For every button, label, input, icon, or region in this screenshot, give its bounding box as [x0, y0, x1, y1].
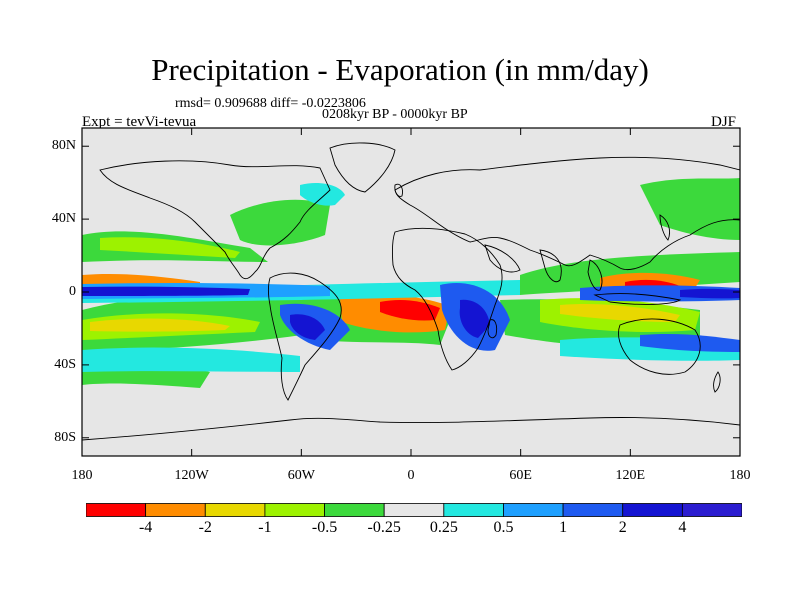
lon-tick-label: 180 — [71, 468, 93, 483]
colorbar-swatch — [383, 503, 445, 517]
colorbar-swatch — [443, 503, 504, 517]
field-region — [560, 304, 680, 322]
lon-tick-label: 120E — [615, 468, 646, 483]
colorbar-swatch — [86, 503, 147, 517]
colorbar-label: 0.5 — [493, 519, 514, 536]
field-region — [380, 300, 440, 321]
stats-label: rmsd= 0.909688 diff= -0.0223806 — [175, 96, 366, 111]
colorbar-swatch — [622, 503, 683, 517]
coastline-greenland — [329, 142, 396, 193]
colorbar-label: -0.5 — [311, 519, 338, 536]
colorbar-label: 0.25 — [429, 519, 458, 536]
coastline-eurasia — [394, 156, 740, 271]
field-region — [290, 314, 325, 340]
field-region — [640, 333, 740, 352]
colorbar-swatch — [324, 503, 385, 517]
lat-ticks — [82, 145, 740, 439]
lon-tick-label: 0 — [407, 468, 415, 483]
lat-tick-label: 0 — [69, 284, 76, 299]
lon-tick-label: 60W — [287, 468, 315, 483]
field-region — [82, 286, 250, 296]
lon-tick-label: 120W — [174, 468, 209, 483]
field-region — [459, 299, 490, 338]
colorbar-swatch — [681, 503, 742, 517]
colorbar-label: 1 — [559, 519, 568, 536]
coastline-north-america — [99, 160, 331, 280]
colorbar-label: 4 — [678, 519, 687, 536]
coastline-uk — [394, 183, 403, 197]
field-region — [680, 288, 740, 299]
period-label: 0208kyr BP - 0000kyr BP — [322, 107, 468, 122]
field-region — [300, 183, 345, 206]
field-region — [90, 318, 230, 332]
colorbar-label: -2 — [198, 519, 212, 536]
coastline-africa — [391, 227, 503, 371]
coastline-arabia — [484, 244, 521, 273]
coastline-madagascar — [487, 319, 498, 339]
coastline-india — [539, 249, 562, 283]
colorbar-swatch — [264, 503, 325, 517]
colorbar-swatch — [145, 503, 206, 517]
colorbar-label: 2 — [618, 519, 627, 536]
field-region — [640, 178, 740, 240]
map-title: Precipitation - Evaporation (in mm/day) — [151, 52, 649, 87]
coastline-new-zealand — [713, 371, 721, 393]
coastline-australia — [618, 318, 701, 375]
lat-tick-label: 40N — [51, 211, 76, 227]
field-region — [100, 237, 240, 258]
coastline-indonesia — [593, 293, 682, 305]
lon-ticks — [81, 128, 741, 456]
coastline-se-asia — [587, 259, 603, 291]
season-label: DJF — [711, 114, 737, 130]
lat-tick-label: 80S — [54, 429, 76, 445]
colorbar-swatch — [204, 503, 266, 517]
colorbar-label: -0.25 — [367, 519, 401, 536]
colorbar-swatch — [503, 503, 564, 517]
coastline-antarctica — [82, 417, 740, 441]
colorbar-swatch — [562, 503, 624, 517]
pe-field — [82, 178, 740, 388]
lon-tick-label: 180 — [729, 468, 751, 483]
lon-tick-label: 60E — [509, 468, 532, 483]
colorbar-label: -1 — [258, 519, 272, 536]
coastline-south-america — [268, 272, 342, 401]
colorbar — [86, 503, 742, 517]
field-region — [230, 199, 330, 246]
field-region — [82, 347, 300, 372]
coastline-japan — [659, 214, 671, 241]
colorbar-label: -4 — [138, 519, 153, 536]
coastlines — [82, 142, 740, 441]
experiment-label: Expt = tevVi-tevua — [82, 114, 197, 130]
lat-tick-label: 40S — [54, 356, 76, 372]
lat-tick-label: 80N — [51, 138, 76, 154]
